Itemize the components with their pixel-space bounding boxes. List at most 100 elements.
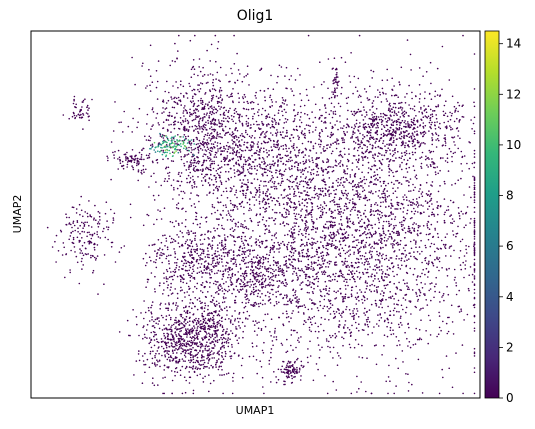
data-point — [230, 190, 233, 192]
data-point — [335, 272, 337, 275]
data-point — [431, 115, 434, 118]
data-point — [335, 234, 338, 236]
data-point — [283, 170, 286, 172]
data-point — [402, 176, 405, 178]
data-point — [246, 186, 249, 189]
data-point — [364, 252, 367, 254]
data-point — [412, 165, 415, 167]
data-point — [392, 141, 394, 144]
data-point — [445, 209, 448, 212]
data-point — [282, 131, 284, 133]
data-point — [367, 261, 370, 263]
data-point — [443, 180, 446, 183]
data-point — [339, 287, 342, 290]
data-point — [219, 147, 221, 149]
data-point — [234, 194, 236, 196]
data-point — [365, 233, 367, 236]
data-point — [362, 119, 365, 121]
data-point — [193, 68, 196, 70]
data-point — [428, 121, 431, 124]
data-point — [284, 75, 286, 77]
data-point — [447, 316, 449, 319]
data-point — [400, 131, 402, 133]
data-point — [259, 241, 261, 244]
data-point — [400, 101, 403, 104]
data-point — [396, 273, 398, 276]
data-point — [343, 262, 346, 264]
data-point — [389, 143, 392, 145]
data-point — [422, 225, 425, 227]
data-point — [422, 268, 425, 271]
data-point — [369, 243, 371, 246]
data-point — [210, 123, 212, 125]
data-point — [273, 197, 276, 200]
data-point — [327, 58, 330, 60]
data-point — [395, 121, 398, 124]
data-point — [414, 144, 416, 146]
data-point — [417, 224, 420, 227]
data-point — [473, 226, 476, 229]
data-point — [212, 192, 215, 195]
data-point — [431, 121, 433, 124]
data-point — [340, 211, 343, 213]
data-point — [321, 260, 324, 262]
data-point — [469, 141, 471, 144]
data-point — [233, 109, 236, 111]
data-point — [289, 193, 291, 195]
data-point — [416, 202, 419, 204]
data-point — [312, 168, 315, 171]
data-point — [290, 302, 293, 304]
data-point — [424, 273, 426, 276]
data-point — [347, 192, 350, 195]
data-point — [337, 139, 339, 141]
data-point — [235, 281, 238, 283]
data-point — [280, 270, 282, 272]
data-point — [344, 257, 347, 260]
data-point — [392, 270, 394, 273]
data-point — [415, 174, 418, 176]
data-point — [216, 102, 219, 104]
data-point — [194, 34, 196, 37]
data-point — [447, 293, 450, 296]
data-point — [440, 157, 442, 159]
data-point — [465, 260, 467, 262]
data-point — [226, 155, 229, 157]
data-point — [330, 210, 333, 213]
data-point — [243, 141, 246, 144]
data-point — [276, 146, 278, 149]
data-point — [441, 296, 443, 298]
data-point — [364, 231, 366, 233]
data-point — [200, 102, 202, 104]
data-point — [352, 312, 355, 315]
data-point — [360, 95, 362, 98]
data-point — [319, 143, 322, 146]
data-point — [251, 100, 253, 103]
data-point — [363, 127, 365, 129]
data-point — [393, 275, 395, 278]
data-point — [339, 254, 341, 257]
data-point — [309, 321, 312, 324]
data-point — [196, 223, 199, 226]
data-point — [190, 144, 192, 146]
data-point — [275, 211, 278, 214]
data-point — [308, 329, 311, 331]
data-point — [473, 288, 476, 291]
data-point — [277, 75, 279, 78]
data-point — [442, 320, 444, 323]
data-point — [268, 363, 271, 365]
data-point — [305, 255, 308, 258]
data-point — [416, 251, 419, 253]
data-point — [342, 141, 344, 144]
data-point — [403, 110, 406, 113]
data-point — [295, 185, 298, 187]
data-point — [224, 204, 227, 206]
data-point — [189, 113, 192, 116]
data-point — [421, 287, 424, 289]
data-point — [414, 131, 416, 133]
data-point — [384, 319, 386, 322]
data-point — [201, 82, 204, 85]
data-point — [271, 175, 274, 177]
data-point — [238, 151, 240, 154]
data-point — [342, 299, 344, 301]
data-point — [209, 73, 212, 75]
